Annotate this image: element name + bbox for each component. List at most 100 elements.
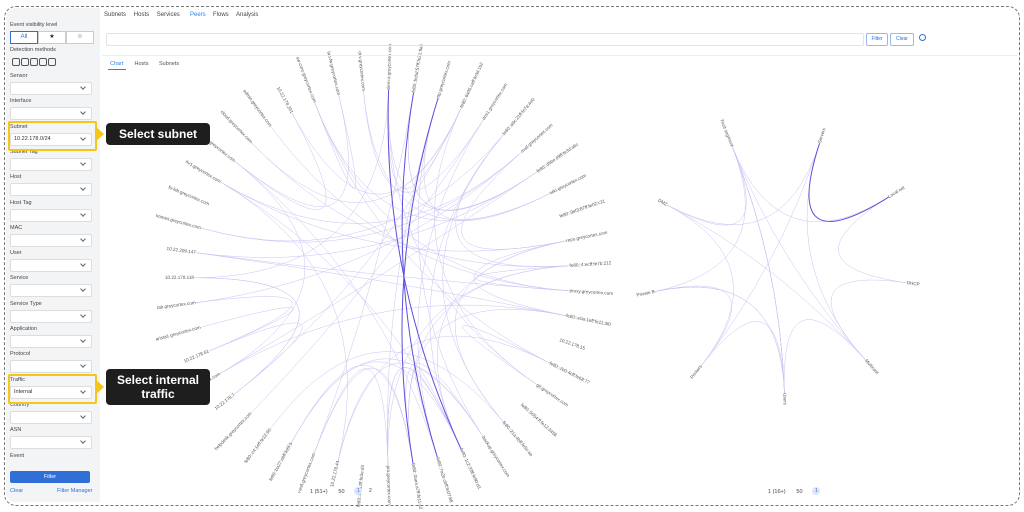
edge — [337, 362, 484, 461]
filter-select[interactable] — [10, 335, 92, 348]
toolbar-input — [106, 33, 864, 46]
clear-button[interactable]: Clear — [890, 33, 914, 46]
node-label: sw-core.greycortex.com — [295, 56, 317, 103]
filter-label: Host Tag — [10, 199, 32, 206]
edge-strong — [401, 98, 439, 464]
filter-label: Event — [10, 452, 25, 459]
label: Event visibility level — [10, 22, 58, 28]
page-range[interactable]: 1 (51+) — [310, 489, 328, 495]
nav-tab[interactable]: Services — [156, 12, 180, 18]
clear-link[interactable]: Clear — [10, 488, 24, 494]
edge — [731, 146, 785, 393]
filter-select[interactable] — [10, 157, 92, 171]
edge — [234, 94, 349, 207]
refresh-icon[interactable] — [919, 34, 926, 41]
filter-button[interactable]: Filter — [866, 33, 888, 46]
nav-tab[interactable]: Subnets — [104, 12, 127, 18]
filter-select[interactable] — [10, 208, 92, 222]
nav-tab[interactable]: Analysis — [236, 12, 259, 18]
edge — [251, 107, 462, 203]
node-label: DHCP — [906, 280, 920, 287]
node-label: 10.22.178.44 — [329, 460, 340, 488]
edge — [193, 90, 389, 278]
node-label: repo.greycortex.com — [566, 230, 608, 243]
edge — [654, 146, 746, 292]
edge — [731, 146, 785, 393]
node-label: fe80::ba27:ebff:fe6f:5 — [268, 441, 293, 482]
edge — [417, 119, 484, 458]
filter-manager-link[interactable]: Filter Manager — [57, 488, 93, 494]
page-range[interactable]: 1 (16+) — [768, 489, 786, 495]
filter-select[interactable] — [10, 385, 92, 399]
detection-icon[interactable] — [30, 58, 38, 66]
node-label: fs-lab.greycortex.com — [168, 185, 211, 207]
filter-select[interactable] — [10, 107, 92, 121]
subtab[interactable]: Hosts — [134, 61, 149, 67]
frame — [4, 6, 1020, 506]
nav-tab[interactable]: Hosts — [133, 12, 150, 18]
detection-icon[interactable] — [48, 58, 56, 66]
nav-tab[interactable]: Flows — [213, 12, 229, 18]
edge — [337, 335, 550, 461]
edge — [234, 161, 438, 458]
edge — [408, 309, 567, 464]
detection-icon[interactable] — [21, 58, 29, 66]
callout-label: Select internal traffic — [106, 368, 210, 405]
page-number[interactable]: 2 — [369, 488, 372, 494]
filter-label: Host — [10, 174, 22, 181]
page-size[interactable]: 50 — [796, 489, 803, 495]
filter-select[interactable] — [10, 360, 92, 374]
edge-strong — [808, 143, 889, 222]
node-label: fe80::d6be:d9ff:fe3d:abc — [536, 141, 580, 173]
filter-select[interactable] — [10, 410, 92, 424]
filter-select[interactable] — [10, 436, 92, 450]
node-label: fe80::c4:1eff:fe22:90 — [243, 427, 272, 464]
filter-select[interactable] — [10, 309, 92, 323]
node-label: hv1.greycortex.com — [185, 159, 222, 184]
filter-select[interactable] — [10, 284, 92, 298]
edge — [830, 279, 907, 361]
edge — [219, 304, 567, 374]
filter-select[interactable] — [10, 183, 92, 197]
edge — [195, 296, 293, 352]
edge — [387, 367, 462, 466]
page-size[interactable]: 50 — [338, 489, 345, 495]
edge — [666, 143, 820, 225]
edge — [220, 181, 348, 461]
edge — [291, 358, 484, 443]
filter-apply[interactable]: Filter — [10, 471, 90, 483]
filter-select[interactable] — [10, 259, 92, 273]
node-label: 10.22.178.7 — [213, 392, 236, 411]
node-label: Local net — [887, 185, 906, 200]
visibility-button[interactable]: ★ — [38, 31, 66, 44]
filter-select[interactable] — [10, 82, 92, 95]
filter-select[interactable] — [10, 233, 92, 247]
filter-label: Subnet Tag — [10, 148, 38, 155]
edge — [731, 146, 785, 393]
detection-icon[interactable] — [39, 58, 47, 66]
page-number[interactable]: 1 — [354, 487, 363, 495]
highlight-box — [8, 373, 97, 404]
edge — [270, 351, 504, 430]
node-label: wiki.greycortex.com — [549, 173, 587, 196]
edge — [442, 134, 504, 422]
node-label: Users — [782, 393, 787, 406]
nav-tab[interactable]: Peers — [190, 12, 206, 18]
visibility-button[interactable]: ☆ — [66, 31, 94, 44]
page-number[interactable]: 1 — [812, 487, 821, 495]
node-label: Private B — [636, 289, 655, 298]
filter-select[interactable] — [10, 132, 92, 146]
node-label: Multicast — [864, 358, 880, 375]
highlight-box — [8, 120, 97, 151]
subtab[interactable]: Subnets — [159, 61, 180, 67]
edge — [437, 240, 567, 449]
edge — [195, 252, 570, 292]
detection-icon[interactable] — [12, 58, 20, 66]
subtab[interactable]: Chart — [110, 61, 124, 67]
edge — [363, 90, 484, 193]
visibility-button[interactable]: All — [10, 31, 38, 44]
edge — [455, 134, 570, 267]
filter-label: Service — [10, 275, 29, 282]
